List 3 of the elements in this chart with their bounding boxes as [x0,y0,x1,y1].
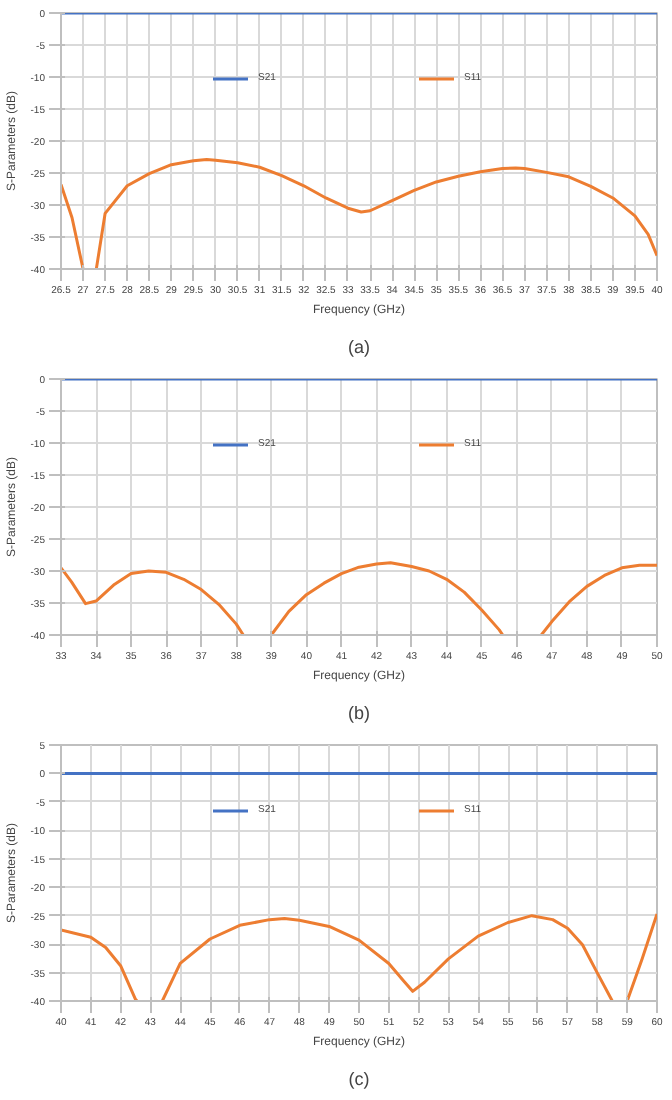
text: (b) [348,703,371,723]
text: (c) [348,1069,370,1089]
text: (a) [348,337,371,357]
